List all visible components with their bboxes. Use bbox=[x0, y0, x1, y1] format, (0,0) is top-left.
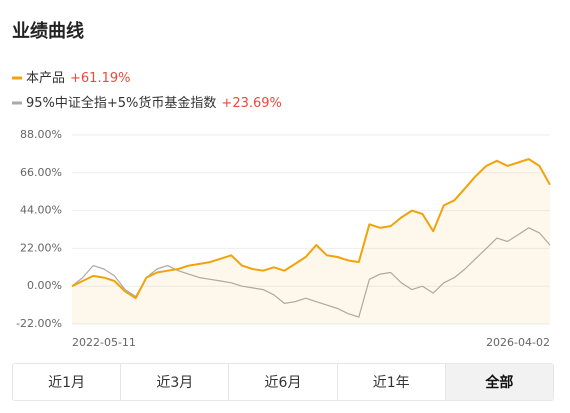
x-tick-label: 2022-05-11 bbox=[72, 336, 136, 349]
y-tick-label: 0.00% bbox=[27, 279, 62, 292]
legend-entry: 本产品 +61.19% bbox=[26, 71, 130, 86]
range-tab[interactable]: 近1年 bbox=[338, 364, 446, 400]
legend-name: 本产品 bbox=[26, 71, 65, 86]
chart: 业绩曲线 本产品 +61.19% 95%中证全指+5%货币基金指数 +23.69% 88… bbox=[12, 20, 551, 349]
line bbox=[71, 227, 551, 318]
title: 业绩曲线 bbox=[12, 20, 84, 42]
legend-name: 95%中证全指+5%货币基金指数 bbox=[26, 95, 216, 111]
legend-return: +61.19% bbox=[70, 71, 130, 86]
y-tick-label: 22.00% bbox=[20, 241, 62, 254]
y-tick-label: 66.00% bbox=[20, 166, 62, 179]
range-tab[interactable]: 近6月 bbox=[229, 364, 338, 400]
x-tick-label: 2026-04-02 bbox=[486, 336, 550, 349]
y-tick-label: 88.00% bbox=[20, 128, 62, 141]
range-tab[interactable]: 全部 bbox=[445, 364, 554, 400]
area bbox=[72, 159, 550, 324]
range-tab[interactable]: 近3月 bbox=[121, 364, 230, 400]
line bbox=[71, 158, 551, 300]
range-tab[interactable]: 近1月 bbox=[13, 364, 122, 400]
legend-return: +23.69% bbox=[221, 96, 281, 111]
range-tabs: 近1月 近3月 近6月 近1年 全部 bbox=[12, 363, 554, 401]
legend-entry: 95%中证全指+5%货币基金指数 +23.69% bbox=[26, 95, 282, 111]
y-tick-label: -22.00% bbox=[16, 317, 62, 330]
y-tick-label: 44.00% bbox=[20, 204, 62, 217]
